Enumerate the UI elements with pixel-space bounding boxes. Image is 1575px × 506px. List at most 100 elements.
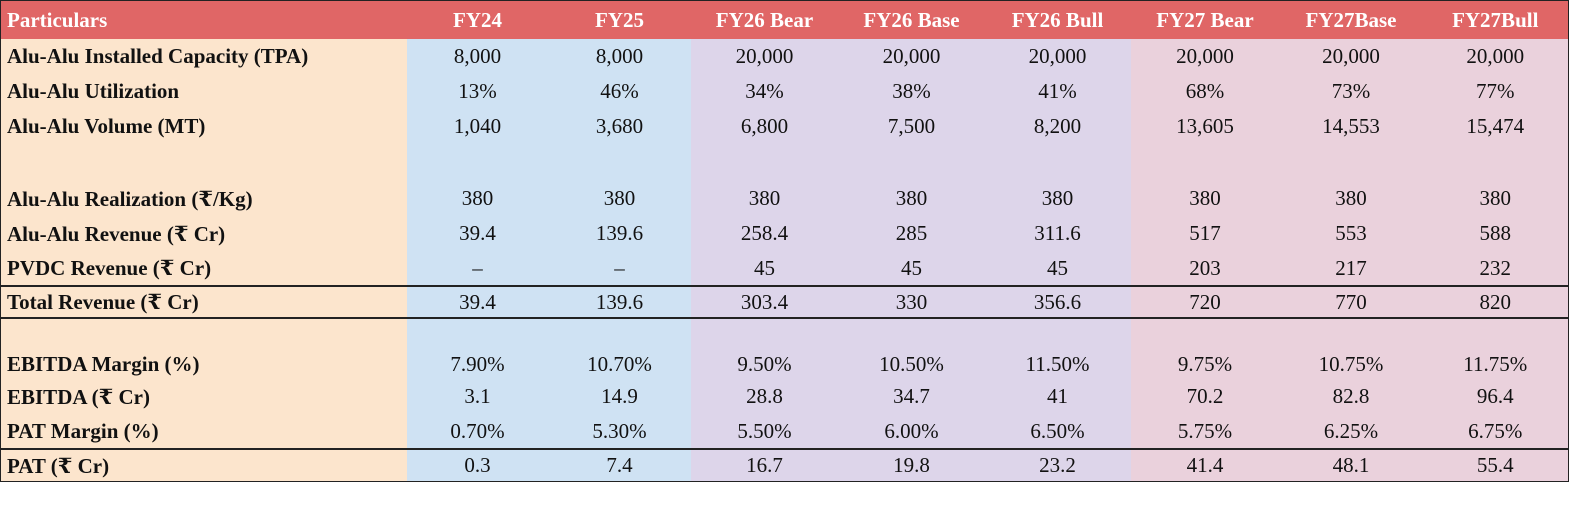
- header-fy27-base: FY27Base: [1279, 0, 1423, 39]
- cell-fy26-bull: 41: [984, 379, 1131, 414]
- cell-fy26-bull: 23.2: [984, 448, 1131, 482]
- header-fy24: FY24: [406, 0, 549, 39]
- row-label: Alu-Alu Revenue (₹ Cr): [0, 216, 407, 251]
- row-realization: Alu-Alu Realization (₹/Kg) 380 380 380 380 38…: [0, 181, 1569, 216]
- cell-fy26-base: 34.7: [838, 379, 985, 414]
- cell-fy27-base: 73%: [1279, 74, 1423, 109]
- spacer-row: [0, 144, 1569, 181]
- cell-fy27-bear: 380: [1130, 181, 1280, 216]
- cell-fy26-bear: 34%: [690, 74, 839, 109]
- cell-fy27-base: [1279, 144, 1423, 181]
- cell-fy27-base: 82.8: [1279, 379, 1423, 414]
- cell-fy27-base: 6.25%: [1279, 414, 1423, 449]
- cell-fy27-bull: 820: [1422, 285, 1569, 319]
- cell-fy27-bear: 68%: [1130, 74, 1280, 109]
- row-label: Alu-Alu Volume (MT): [0, 109, 407, 144]
- header-row: Particulars FY24 FY25 FY26 Bear FY26 Bas…: [0, 0, 1569, 39]
- cell-fy26-bear: [690, 318, 839, 344]
- cell-fy25: 7.4: [548, 448, 691, 482]
- cell-fy27-base: 217: [1279, 251, 1423, 286]
- cell-fy26-base: [838, 318, 985, 344]
- cell-fy27-bull: [1422, 144, 1569, 181]
- cell-fy27-bear: 517: [1130, 216, 1280, 251]
- cell-fy25: [548, 318, 691, 344]
- cell-fy27-base: 14,553: [1279, 109, 1423, 144]
- row-alu-revenue: Alu-Alu Revenue (₹ Cr) 39.4 139.6 258.4 285 3…: [0, 216, 1569, 251]
- header-fy26-bear: FY26 Bear: [690, 0, 839, 39]
- cell-fy25: 139.6: [548, 285, 691, 319]
- cell-fy24: 39.4: [406, 216, 549, 251]
- header-fy26-bull: FY26 Bull: [984, 0, 1131, 39]
- row-pvdc-revenue: PVDC Revenue (₹ Cr) – –45 45 45 203 217 232: [0, 251, 1569, 286]
- cell-fy24: 1,040: [406, 109, 549, 144]
- cell-fy27-bull: 588: [1422, 216, 1569, 251]
- cell-fy26-bull: 45: [984, 251, 1131, 286]
- row-utilization: Alu-Alu Utilization 13% 46% 34% 38% 41% 68% 73%…: [0, 74, 1569, 109]
- header-fy27-bear: FY27 Bear: [1130, 0, 1280, 39]
- header-fy26-base: FY26 Base: [838, 0, 985, 39]
- spacer-row: [0, 318, 1569, 344]
- cell-fy27-bull: 11.75%: [1422, 344, 1569, 379]
- cell-fy24: 7.90%: [406, 344, 549, 379]
- cell-fy24: –: [406, 251, 549, 286]
- cell-fy24: 0.3: [406, 448, 549, 482]
- cell-fy26-base: [838, 144, 985, 181]
- cell-fy27-bull: 380: [1422, 181, 1569, 216]
- cell-fy27-bull: 55.4: [1422, 448, 1569, 482]
- cell-fy26-bear: [690, 144, 839, 181]
- row-label: EBITDA Margin (%): [0, 344, 407, 379]
- cell-fy26-base: 330: [838, 285, 985, 319]
- cell-fy27-bull: 77%: [1422, 74, 1569, 109]
- cell-fy26-base: 20,000: [838, 39, 985, 74]
- cell-fy27-base: 380: [1279, 181, 1423, 216]
- row-pat-margin: PAT Margin (%) 0.70% 5.30% 5.50% 6.00% 6.50% 5…: [0, 414, 1569, 449]
- cell-fy27-base: 553: [1279, 216, 1423, 251]
- row-label: [0, 144, 407, 181]
- cell-fy25: 5.30%: [548, 414, 691, 449]
- cell-fy27-base: 20,000: [1279, 39, 1423, 74]
- cell-fy27-bull: 20,000: [1422, 39, 1569, 74]
- cell-fy25: 46%: [548, 74, 691, 109]
- cell-fy26-base: 6.00%: [838, 414, 985, 449]
- cell-fy26-bear: 9.50%: [690, 344, 839, 379]
- cell-fy24: [406, 318, 549, 344]
- cell-fy26-bear: 45: [690, 251, 839, 286]
- cell-fy25: [548, 144, 691, 181]
- row-ebitda-margin: EBITDA Margin (%) 7.90% 10.70% 9.50% 10.50% 1…: [0, 344, 1569, 379]
- cell-fy24: 8,000: [406, 39, 549, 74]
- row-label: Alu-Alu Realization (₹/Kg): [0, 181, 407, 216]
- cell-fy27-bear: 13,605: [1130, 109, 1280, 144]
- financial-projection-table: Particulars FY24 FY25 FY26 Bear FY26 Bas…: [0, 0, 1569, 482]
- cell-fy26-bull: [984, 144, 1131, 181]
- cell-fy27-bear: 41.4: [1130, 448, 1280, 482]
- cell-fy26-base: 380: [838, 181, 985, 216]
- cell-fy24: 13%: [406, 74, 549, 109]
- row-label: EBITDA (₹ Cr): [0, 379, 407, 414]
- cell-fy25: 8,000: [548, 39, 691, 74]
- cell-fy27-bull: 15,474: [1422, 109, 1569, 144]
- cell-fy27-base: 770: [1279, 285, 1423, 319]
- cell-fy27-bull: [1422, 318, 1569, 344]
- cell-fy27-bear: 9.75%: [1130, 344, 1280, 379]
- cell-fy26-bear: 16.7: [690, 448, 839, 482]
- row-installed-capacity: Alu-Alu Installed Capacity (TPA) 8,000 8,0…: [0, 39, 1569, 74]
- cell-fy26-bear: 380: [690, 181, 839, 216]
- cell-fy25: 139.6: [548, 216, 691, 251]
- table-body: Alu-Alu Installed Capacity (TPA) 8,000 8,0…: [0, 39, 1569, 482]
- row-label: Alu-Alu Utilization: [0, 74, 407, 109]
- cell-fy26-bull: 41%: [984, 74, 1131, 109]
- cell-fy26-bull: 20,000: [984, 39, 1131, 74]
- cell-fy26-bull: 6.50%: [984, 414, 1131, 449]
- cell-fy24: 3.1: [406, 379, 549, 414]
- row-label: PVDC Revenue (₹ Cr): [0, 251, 407, 286]
- row-label: Total Revenue (₹ Cr): [0, 285, 407, 319]
- cell-fy26-base: 285: [838, 216, 985, 251]
- cell-fy26-bear: 5.50%: [690, 414, 839, 449]
- row-pat: PAT (₹ Cr) 0.3 7.4 16.7 19.8 23.2 41.4 48.1 55.4: [0, 448, 1569, 482]
- cell-fy27-base: 48.1: [1279, 448, 1423, 482]
- table-header: Particulars FY24 FY25 FY26 Bear FY26 Bas…: [0, 0, 1569, 39]
- cell-fy25: 3,680: [548, 109, 691, 144]
- row-label: [0, 318, 407, 344]
- cell-fy26-base: 45: [838, 251, 985, 286]
- cell-fy27-bear: 20,000: [1130, 39, 1280, 74]
